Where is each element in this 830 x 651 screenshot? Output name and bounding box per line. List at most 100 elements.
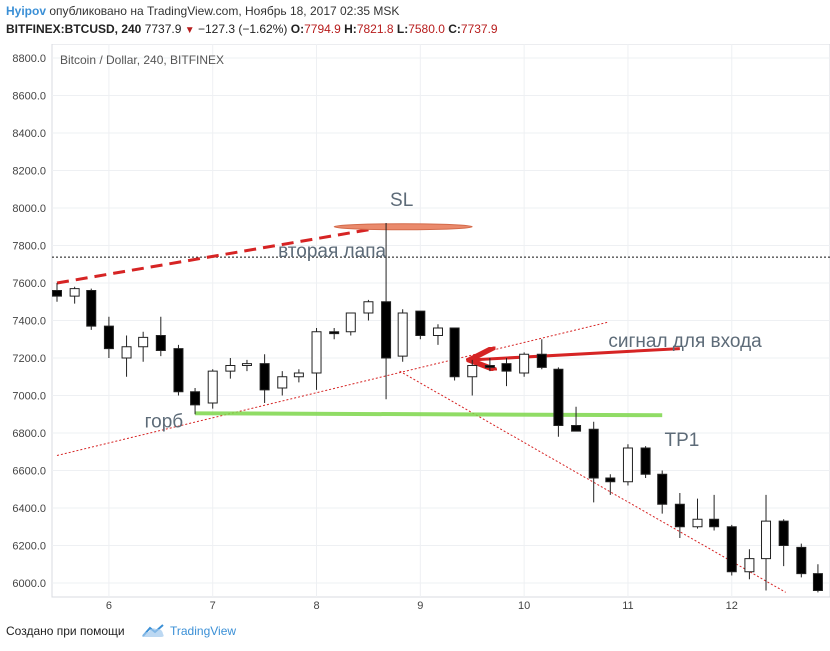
candle [345, 312, 356, 336]
candle [155, 316, 166, 357]
candle-body-down [173, 348, 184, 393]
y-tick-label: 6200.0 [12, 541, 46, 553]
candle-body-down [103, 325, 114, 350]
annotation-label: сигнал для входа [608, 331, 762, 352]
open-value: 7794.9 [304, 22, 341, 36]
footer: Создано при помощи TradingView [0, 612, 830, 651]
candle-body-up [744, 558, 755, 573]
candle [293, 369, 304, 383]
candle [812, 564, 823, 593]
candle-body-up [345, 312, 356, 333]
candle [103, 316, 114, 358]
candle-body-down [381, 301, 392, 359]
y-tick-label: 8200.0 [12, 166, 46, 178]
candle-body-down [259, 363, 270, 391]
annotation-label: TP1 [665, 430, 700, 451]
y-tick-label: 7200.0 [12, 353, 46, 365]
candle [121, 335, 132, 377]
candle-body-down [329, 331, 340, 335]
candle [640, 446, 651, 478]
x-tick-label: 12 [726, 600, 738, 612]
candle [52, 283, 62, 302]
candle-body-down [709, 518, 720, 528]
candle-body-up [311, 331, 322, 374]
candle [138, 331, 149, 362]
candles [52, 223, 823, 593]
y-tick-label: 7800.0 [12, 241, 46, 253]
x-tick-label: 8 [313, 600, 319, 612]
candle-body-up [397, 312, 408, 357]
y-tick-label: 6000.0 [12, 578, 46, 590]
candle [86, 288, 97, 330]
candle [449, 327, 460, 381]
candle [501, 358, 512, 387]
candle-body-down [657, 473, 668, 505]
x-tick-label: 10 [518, 600, 530, 612]
candle-body-down [796, 546, 807, 575]
annotations: SL вторая лапа сигнал для входа горб TP1 [145, 190, 763, 451]
chart-title: Bitcoin / Dollar, 240, BITFINEX [60, 53, 224, 67]
y-axis-ticks: 8800.0 8600.0 8400.0 8200.0 8000.0 7800.0 7600… [12, 53, 46, 590]
tradingview-link[interactable]: TradingView [170, 624, 237, 638]
candle [709, 494, 720, 531]
candle [241, 359, 252, 372]
green-level [195, 411, 663, 418]
author-link[interactable]: Hyipov [6, 4, 47, 18]
chart-header: Hyipov опубликовано на TradingView.com, … [0, 0, 830, 44]
candle-body-down [674, 503, 685, 528]
candle [311, 328, 322, 390]
candle-body-up [293, 372, 304, 378]
candle [173, 344, 184, 396]
candle-body-down [778, 520, 789, 546]
y-tick-label: 7000.0 [12, 391, 46, 403]
candle [726, 524, 737, 576]
candle [381, 223, 392, 400]
publish-info: опубликовано на TradingView.com, Ноябрь … [49, 4, 400, 18]
price-chart[interactable]: 8800.08600.08400.08200.08000.07800.07600… [0, 44, 830, 612]
candle [761, 494, 772, 591]
candle-body-up [138, 336, 149, 348]
candle-body-up [241, 363, 252, 366]
close-value: 7737.9 [460, 22, 498, 36]
candle-body-down [812, 573, 823, 591]
candle [692, 498, 703, 529]
x-axis-ticks: 6 7 8 9 10 11 12 [106, 600, 738, 612]
y-tick-label: 8400.0 [12, 128, 46, 140]
publish-line: Hyipov опубликовано на TradingView.com, … [6, 4, 399, 18]
candle [674, 493, 685, 538]
y-tick-label: 7600.0 [12, 278, 46, 290]
candle [259, 354, 270, 403]
candle [519, 352, 530, 377]
annotation-label: горб [145, 411, 184, 432]
candle-body-down [501, 363, 512, 372]
y-tick-label: 8600.0 [12, 91, 46, 103]
candle-body-up [121, 346, 132, 359]
candle-body-down [190, 391, 201, 406]
open-label: O: [290, 22, 305, 36]
created-with-label: Создано при помощи [6, 624, 125, 638]
candle-body-down [726, 526, 737, 573]
candle-body-down [86, 290, 97, 327]
y-axis-panel [0, 44, 52, 597]
candle-body-down [449, 327, 460, 378]
candle-body-down [484, 365, 495, 368]
candle [225, 358, 236, 379]
candle [415, 310, 426, 340]
x-tick-label: 11 [622, 600, 633, 612]
candle-body-up [692, 518, 703, 528]
x-tick-label: 7 [210, 600, 216, 612]
price-change: −127.3 (−1.62%) [198, 22, 288, 36]
candle [363, 299, 374, 321]
candle [744, 549, 755, 580]
candle-body-up [363, 301, 374, 314]
y-tick-label: 7400.0 [12, 316, 46, 328]
candle [778, 519, 789, 567]
candle [397, 309, 408, 362]
candle-body-down [415, 310, 426, 336]
y-tick-label: 6800.0 [12, 428, 46, 440]
candle-body-up [277, 376, 288, 389]
candle [69, 286, 80, 304]
x-gridlines [108, 44, 733, 597]
candle [605, 474, 616, 495]
candle [277, 371, 288, 396]
